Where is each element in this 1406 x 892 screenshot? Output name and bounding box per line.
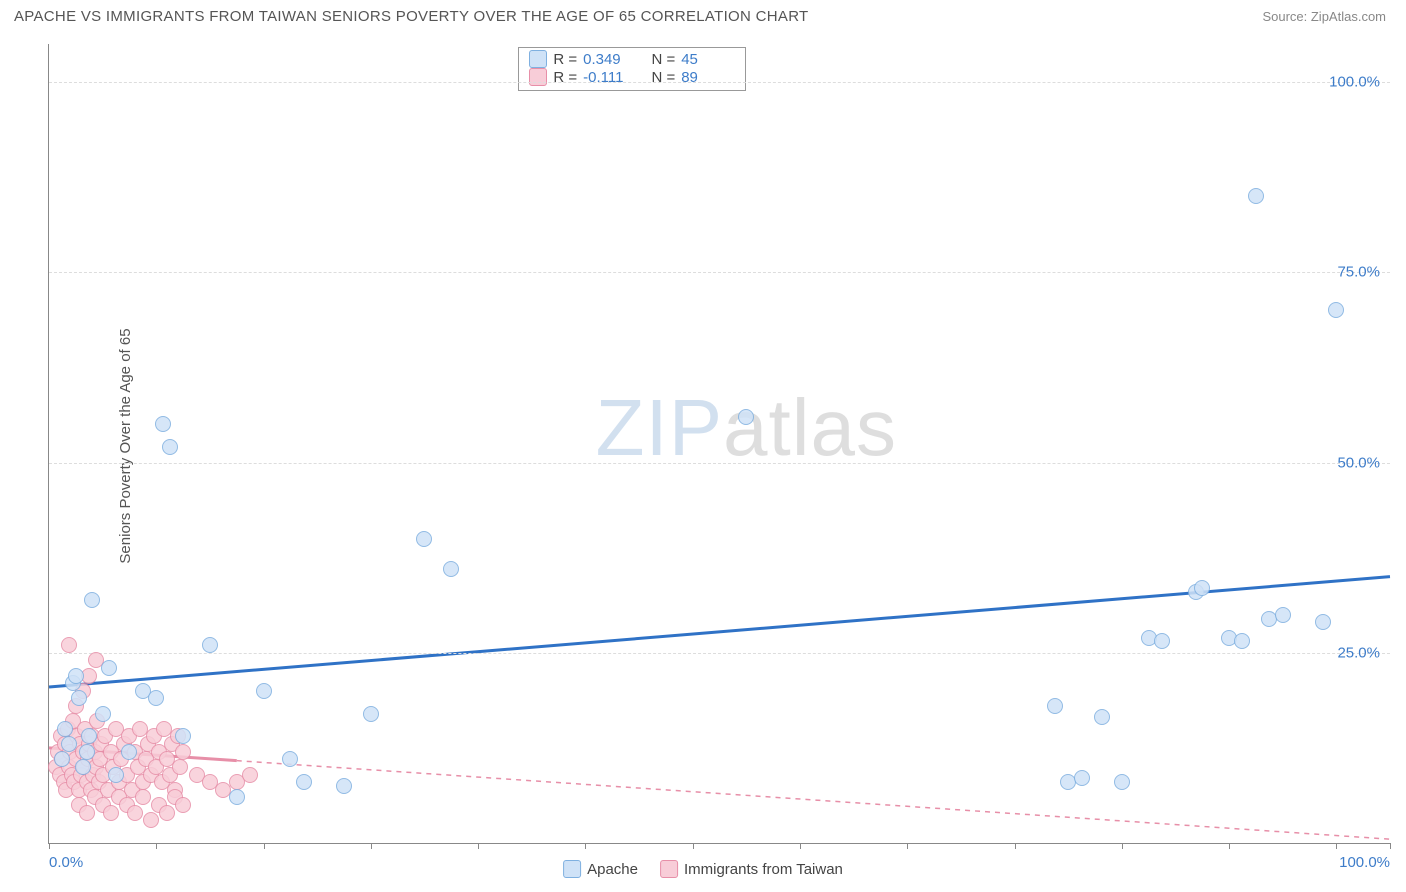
data-point bbox=[121, 744, 137, 760]
trend-lines bbox=[49, 44, 1390, 843]
legend-item-apache: Apache bbox=[563, 860, 638, 878]
data-point bbox=[79, 805, 95, 821]
data-point bbox=[1074, 770, 1090, 786]
x-tick bbox=[371, 843, 372, 849]
legend-swatch-icon bbox=[529, 50, 547, 68]
y-tick-label: 50.0% bbox=[1337, 454, 1380, 471]
data-point bbox=[103, 805, 119, 821]
chart-source: Source: ZipAtlas.com bbox=[1262, 9, 1386, 24]
gridline bbox=[49, 272, 1390, 273]
data-point bbox=[416, 531, 432, 547]
data-point bbox=[1328, 302, 1344, 318]
data-point bbox=[75, 759, 91, 775]
data-point bbox=[175, 744, 191, 760]
data-point bbox=[1047, 698, 1063, 714]
data-point bbox=[57, 721, 73, 737]
n-value: 45 bbox=[681, 51, 735, 68]
y-tick-label: 25.0% bbox=[1337, 644, 1380, 661]
data-point bbox=[229, 789, 245, 805]
data-point bbox=[68, 668, 84, 684]
data-point bbox=[155, 416, 171, 432]
gridline bbox=[49, 653, 1390, 654]
data-point bbox=[242, 767, 258, 783]
data-point bbox=[738, 409, 754, 425]
x-axis-min-label: 0.0% bbox=[49, 854, 83, 871]
data-point bbox=[61, 736, 77, 752]
x-tick bbox=[585, 843, 586, 849]
data-point bbox=[108, 767, 124, 783]
data-point bbox=[363, 706, 379, 722]
data-point bbox=[127, 805, 143, 821]
x-axis-max-label: 100.0% bbox=[1339, 854, 1390, 871]
data-point bbox=[282, 751, 298, 767]
data-point bbox=[1194, 580, 1210, 596]
data-point bbox=[143, 812, 159, 828]
legend-swatch-icon bbox=[563, 860, 581, 878]
stats-row: R = 0.349 N = 45 bbox=[529, 50, 735, 68]
y-tick-label: 75.0% bbox=[1337, 264, 1380, 281]
r-value: 0.349 bbox=[583, 51, 637, 68]
chart-title: APACHE VS IMMIGRANTS FROM TAIWAN SENIORS… bbox=[14, 8, 809, 25]
data-point bbox=[54, 751, 70, 767]
scatter-chart: ZIPatlas R =0.349 N =45R =-0.111 N =89 0… bbox=[48, 44, 1390, 844]
data-point bbox=[1114, 774, 1130, 790]
data-point bbox=[1248, 188, 1264, 204]
data-point bbox=[1315, 614, 1331, 630]
y-tick-label: 100.0% bbox=[1329, 74, 1380, 91]
x-tick bbox=[1229, 843, 1230, 849]
stats-row: R =-0.111 N =89 bbox=[529, 68, 735, 86]
series-legend: Apache Immigrants from Taiwan bbox=[563, 860, 843, 878]
data-point bbox=[101, 660, 117, 676]
legend-swatch-icon bbox=[660, 860, 678, 878]
x-tick bbox=[693, 843, 694, 849]
x-tick bbox=[800, 843, 801, 849]
x-tick bbox=[1390, 843, 1391, 849]
data-point bbox=[1154, 633, 1170, 649]
x-tick bbox=[156, 843, 157, 849]
data-point bbox=[1275, 607, 1291, 623]
data-point bbox=[202, 637, 218, 653]
data-point bbox=[175, 797, 191, 813]
data-point bbox=[71, 690, 87, 706]
data-point bbox=[172, 759, 188, 775]
data-point bbox=[336, 778, 352, 794]
data-point bbox=[162, 439, 178, 455]
data-point bbox=[296, 774, 312, 790]
n-label: N = bbox=[643, 51, 675, 68]
data-point bbox=[61, 637, 77, 653]
data-point bbox=[1094, 709, 1110, 725]
data-point bbox=[443, 561, 459, 577]
legend-label: Apache bbox=[587, 861, 638, 878]
data-point bbox=[84, 592, 100, 608]
legend-label: Immigrants from Taiwan bbox=[684, 861, 843, 878]
x-tick bbox=[264, 843, 265, 849]
data-point bbox=[95, 706, 111, 722]
data-point bbox=[148, 690, 164, 706]
gridline bbox=[49, 82, 1390, 83]
legend-item-taiwan: Immigrants from Taiwan bbox=[660, 860, 843, 878]
x-tick bbox=[1122, 843, 1123, 849]
x-tick bbox=[1336, 843, 1337, 849]
stats-legend: R = 0.349 N = 45R =-0.111 N =89 bbox=[518, 47, 746, 91]
data-point bbox=[79, 744, 95, 760]
x-tick bbox=[478, 843, 479, 849]
chart-header: APACHE VS IMMIGRANTS FROM TAIWAN SENIORS… bbox=[0, 0, 1406, 29]
x-tick bbox=[907, 843, 908, 849]
x-tick bbox=[49, 843, 50, 849]
legend-swatch-icon bbox=[529, 68, 547, 86]
data-point bbox=[159, 805, 175, 821]
gridline bbox=[49, 463, 1390, 464]
data-point bbox=[175, 728, 191, 744]
data-point bbox=[81, 728, 97, 744]
r-label: R = bbox=[553, 51, 577, 68]
data-point bbox=[256, 683, 272, 699]
data-point bbox=[1234, 633, 1250, 649]
x-tick bbox=[1015, 843, 1016, 849]
data-point bbox=[135, 789, 151, 805]
